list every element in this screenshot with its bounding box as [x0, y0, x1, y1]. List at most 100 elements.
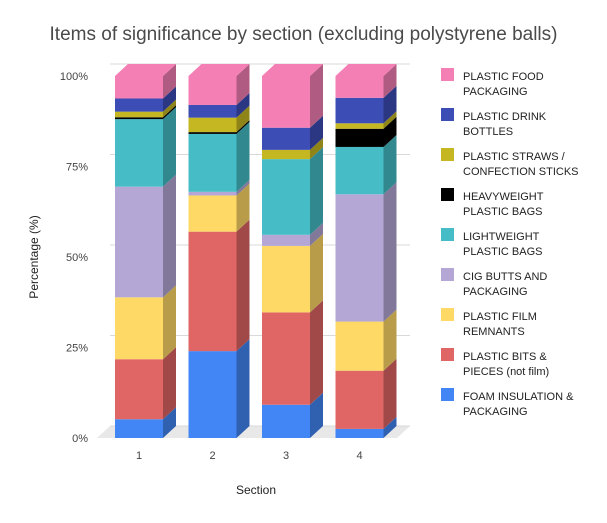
legend-item: PLASTIC DRINK BOTTLES	[441, 108, 547, 138]
chart-title: Items of significance by section (exclud…	[49, 24, 558, 45]
floor-plane	[97, 426, 410, 438]
legend-label: PLASTIC FILM	[463, 311, 537, 323]
bar-side	[236, 339, 250, 438]
bar-group	[188, 64, 250, 438]
bar-top	[262, 64, 323, 76]
bar-side	[383, 416, 397, 438]
bar-top	[188, 64, 250, 76]
bar-side	[236, 105, 250, 133]
axis-ticks: 0% 25% 50% 75% 100% 1 2 3 4	[60, 71, 363, 462]
legend-item: HEAVYWEIGHT PLASTIC BAGS	[441, 188, 544, 218]
bar-segment	[188, 104, 237, 118]
bar-side	[236, 92, 250, 118]
legend-label: LIGHTWEIGHT	[463, 231, 540, 243]
bar-segment	[335, 123, 384, 129]
bar-segment	[188, 195, 237, 232]
bar-side	[163, 174, 176, 298]
legend-swatch	[441, 268, 454, 281]
bar-segment	[115, 117, 163, 120]
bar-side	[383, 309, 397, 371]
legend-swatch	[441, 348, 454, 361]
legend: PLASTIC FOOD PACKAGING PLASTIC DRINK BOTTLE…	[441, 68, 579, 418]
bar-side	[310, 222, 323, 246]
chart-floor	[97, 426, 410, 438]
legend-swatch	[441, 188, 454, 201]
bar-side	[383, 182, 397, 322]
bar-segment	[188, 133, 237, 192]
y-tick-label: 0%	[72, 433, 88, 445]
y-tick-label: 25%	[66, 343, 88, 355]
legend-label: PLASTIC BAGS	[463, 206, 542, 218]
bar-side	[383, 116, 397, 147]
legend-item: CIG BUTTS AND PACKAGING	[441, 268, 547, 298]
bar-side	[163, 407, 176, 438]
bar-segment	[188, 231, 237, 352]
legend-swatch	[441, 108, 454, 121]
legend-label: PLASTIC BAGS	[463, 246, 542, 258]
bars	[115, 64, 397, 438]
bar-segment	[262, 149, 310, 160]
bar-side	[236, 121, 250, 192]
bar-side	[236, 64, 250, 105]
bar-side	[163, 64, 176, 99]
bar-side	[310, 392, 323, 438]
bar-segment	[188, 76, 237, 105]
legend-label: PACKAGING	[463, 286, 528, 298]
legend-label: PACKAGING	[463, 86, 528, 98]
bar-segment	[115, 119, 163, 187]
bar-side	[163, 105, 176, 120]
legend-item: PLASTIC FILM REMNANTS	[441, 308, 537, 338]
y-axis-label: Percentage (%)	[27, 215, 41, 298]
x-tick-label: 2	[209, 450, 215, 462]
bar-segment	[262, 127, 310, 150]
bar-segment	[188, 132, 237, 134]
legend-item: PLASTIC FOOD PACKAGING	[441, 68, 544, 98]
bar-side	[163, 285, 176, 360]
x-tick-label: 1	[136, 450, 142, 462]
bar-segment	[335, 370, 384, 429]
bar-side	[310, 147, 323, 235]
bar-side	[310, 115, 323, 150]
bar-segment	[188, 117, 237, 133]
bar-segment	[188, 191, 237, 196]
legend-label: PLASTIC DRINK	[463, 111, 547, 123]
x-tick-label: 4	[356, 450, 362, 462]
legend-item: LIGHTWEIGHT PLASTIC BAGS	[441, 228, 542, 258]
legend-item: PLASTIC BITS & PIECES (not film)	[441, 348, 549, 378]
y-tick-label: 100%	[60, 71, 88, 83]
bar-segment	[115, 98, 163, 112]
legend-label: FOAM INSULATION &	[463, 391, 574, 403]
legend-swatch	[441, 148, 454, 161]
bar-side	[310, 233, 323, 313]
legend-item: FOAM INSULATION & PACKAGING	[441, 388, 574, 418]
bar-side	[310, 300, 323, 405]
x-tick-label: 3	[283, 450, 289, 462]
legend-label: REMNANTS	[463, 326, 525, 338]
legend-label: PACKAGING	[463, 406, 528, 418]
bar-segment	[262, 404, 310, 438]
legend-label: HEAVYWEIGHT	[463, 191, 544, 203]
bar-group	[115, 64, 176, 438]
bar-side	[236, 179, 250, 196]
bar-segment	[335, 146, 384, 195]
legend-label: PIECES (not film)	[463, 366, 549, 378]
legend-label: CIG BUTTS AND	[463, 271, 547, 283]
bar-side	[163, 107, 176, 187]
bar-segment	[115, 111, 163, 118]
bar-segment	[262, 234, 310, 246]
bar-segment	[115, 297, 163, 360]
legend-label: BOTTLES	[463, 126, 513, 138]
bar-side	[163, 99, 176, 118]
bar-top	[115, 64, 176, 76]
bar-segment	[115, 186, 163, 298]
bar-side	[236, 120, 250, 134]
y-tick-label: 75%	[66, 162, 88, 174]
legend-label: PLASTIC FOOD	[463, 71, 544, 83]
bar-side	[163, 86, 176, 112]
bar-segment	[115, 76, 163, 99]
bar-side	[383, 85, 397, 124]
bar-side	[383, 111, 397, 129]
bar-segment	[262, 159, 310, 235]
legend-label: PLASTIC BITS &	[463, 351, 547, 363]
